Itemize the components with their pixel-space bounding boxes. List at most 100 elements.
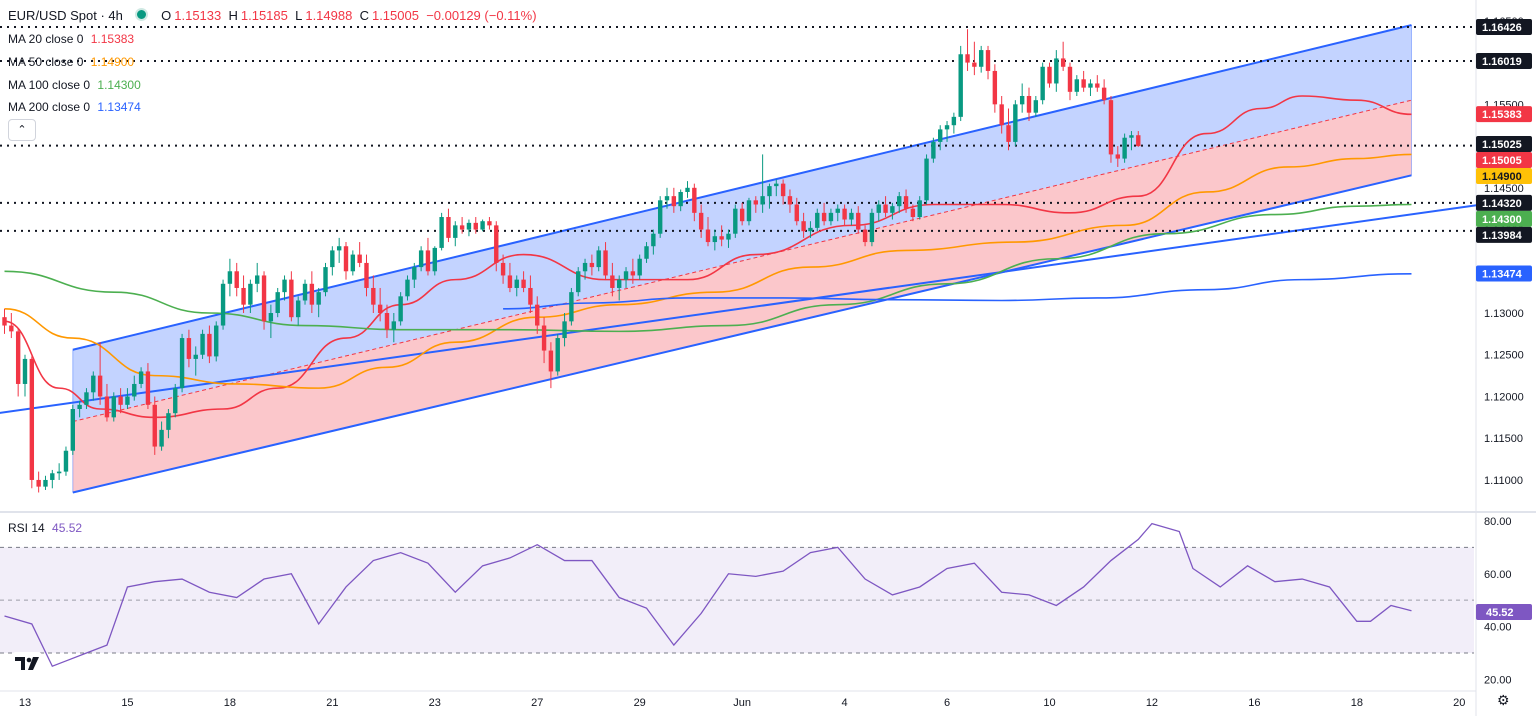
candle-body [767, 186, 772, 197]
symbol-title[interactable]: EUR/USD Spot · 4h [8, 8, 123, 23]
candle-body [569, 292, 574, 322]
candle-body [972, 62, 977, 67]
candle-body [77, 404, 82, 410]
ma200-legend[interactable]: MA 200 close 0 1.13474 [8, 100, 141, 114]
candle [418, 246, 424, 272]
candle-body [357, 254, 362, 263]
ma20-value: 1.15383 [90, 32, 135, 46]
price-badge-bg [1476, 194, 1532, 211]
candle [876, 200, 881, 222]
open-label: O [161, 8, 172, 23]
candle [186, 329, 192, 368]
candle-body [630, 271, 636, 276]
candle [623, 267, 629, 288]
settings-gear-icon[interactable]: ⚙ [1497, 692, 1510, 708]
candle [835, 204, 840, 222]
candle [241, 275, 246, 314]
candle-body [931, 141, 936, 159]
candle [910, 204, 916, 222]
ma20-label: MA 20 close 0 [8, 32, 84, 46]
rsi-legend[interactable]: RSI 14 45.52 [8, 521, 82, 535]
candle [596, 246, 601, 272]
candle-body [903, 196, 909, 209]
chevron-up-icon: ⌃ [17, 124, 27, 136]
candle [507, 262, 513, 293]
candle [753, 196, 758, 213]
candle-body [576, 271, 581, 293]
candle [268, 304, 274, 339]
candle-body [398, 296, 403, 322]
candle-body [801, 221, 806, 232]
candle [637, 254, 642, 280]
candle-body [562, 321, 567, 339]
candle [118, 388, 123, 414]
candle [842, 204, 847, 226]
price-badge-label: 1.14900 [1482, 171, 1522, 183]
high-value: 1.15185 [240, 8, 288, 23]
candle-body [439, 217, 444, 248]
candle [350, 250, 356, 276]
candle [924, 154, 929, 205]
candle [985, 45, 991, 80]
candle [951, 112, 957, 134]
candle [282, 275, 287, 301]
time-tick-label: 18 [224, 697, 236, 709]
candle [657, 196, 663, 238]
candle [77, 400, 82, 418]
ma20-line [4, 95, 1412, 419]
candle-body [671, 196, 677, 207]
candle [200, 329, 205, 359]
candle-body [1122, 137, 1127, 159]
candle [193, 346, 198, 376]
price-badge: 1.15383 [1476, 106, 1532, 123]
candle-body [473, 222, 478, 230]
candle [275, 287, 280, 318]
ma100-legend[interactable]: MA 100 close 0 1.14300 [8, 78, 141, 92]
candle [801, 212, 806, 238]
candle-body [323, 267, 328, 293]
tradingview-logo-icon[interactable] [12, 650, 42, 674]
price-badge-label: 1.14320 [1482, 198, 1522, 210]
candle [2, 308, 7, 334]
collapse-legend-button[interactable]: ⌃ [8, 119, 36, 141]
candle-body [821, 212, 827, 222]
candle [132, 375, 137, 401]
candle-body [316, 292, 321, 305]
channel-lower-line [72, 174, 1412, 494]
candle [958, 45, 963, 122]
price-tick-label: 1.11500 [1484, 433, 1523, 445]
candle-body [1088, 83, 1093, 88]
time-tick-label: 27 [531, 697, 543, 709]
candle [1033, 95, 1039, 117]
candle [733, 204, 738, 238]
candle [767, 183, 772, 209]
price-badge-label: 1.16426 [1482, 22, 1522, 34]
candle-body [84, 392, 89, 405]
candle [541, 317, 547, 364]
candle [671, 187, 677, 213]
price-badge-bg [1476, 210, 1532, 227]
candle-body [91, 375, 96, 393]
candle [603, 242, 608, 280]
candle-body [828, 212, 834, 222]
candle-body [965, 54, 970, 63]
candle [207, 325, 212, 364]
candle [780, 179, 786, 205]
candle [36, 471, 41, 493]
candle-body [528, 287, 533, 305]
ma50-legend[interactable]: MA 50 close 0 1.14900 [8, 55, 134, 69]
candle-body [459, 225, 465, 230]
candle-body [507, 275, 513, 288]
candle-body [330, 250, 335, 268]
ma20-legend[interactable]: MA 20 close 0 1.15383 [8, 32, 134, 46]
candle [459, 217, 465, 234]
candle-body [275, 292, 280, 314]
candle [63, 446, 69, 476]
candle [856, 206, 861, 234]
candle-body [494, 225, 499, 263]
candle-body [159, 429, 164, 447]
candle [295, 296, 301, 326]
candle-body [384, 313, 390, 330]
candle [555, 333, 560, 376]
